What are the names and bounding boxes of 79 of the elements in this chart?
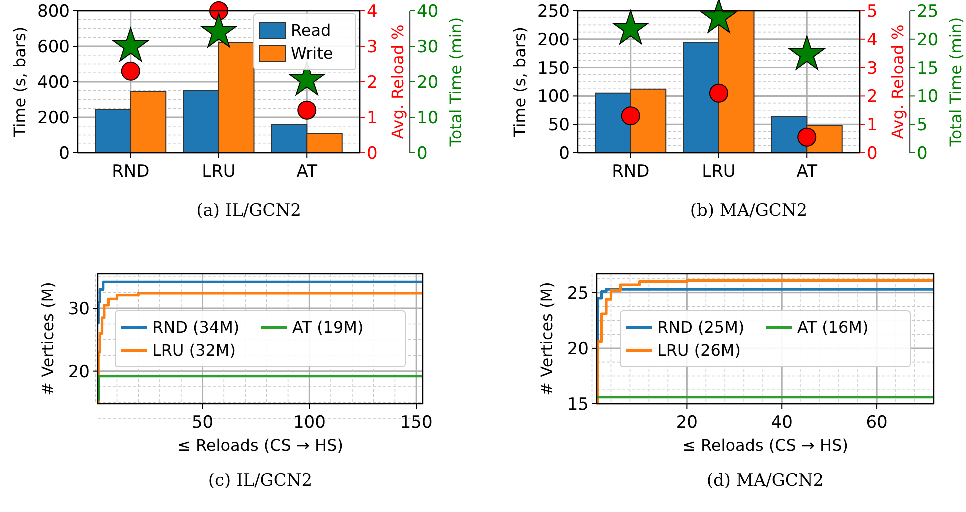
point: [798, 128, 817, 147]
x-tick-label: LRU: [202, 162, 236, 182]
x-tick-label: LRU: [702, 162, 736, 182]
y2-axis-title: Avg. Reload %: [388, 24, 408, 140]
legend-label: LRU (26M): [658, 341, 741, 360]
y3-tick-label: 10: [917, 87, 939, 108]
legend-label: AT (16M): [798, 318, 869, 338]
x-tick-label: 20: [676, 413, 698, 433]
y2-tick-label: 4: [867, 30, 878, 50]
y2-tick-label: 3: [367, 37, 378, 58]
y3-tick-label: 20: [417, 72, 439, 93]
y-axis-title: Time (s, bars): [510, 26, 530, 138]
y2-tick-label: 1: [367, 108, 378, 128]
y3-tick-label: 5: [917, 116, 928, 136]
y3-tick-label: 10: [417, 108, 439, 128]
x-tick-label: 60: [866, 413, 888, 433]
y-tick-label: 600: [38, 37, 70, 58]
y2-tick-label: 0: [867, 144, 878, 164]
y2-tick-label: 4: [367, 2, 378, 22]
y-tick-label: 50: [548, 116, 570, 136]
x-tick-label: RND: [112, 162, 150, 182]
y-axis-title: Time (s, bars): [10, 26, 30, 138]
text: (a) IL/GCN2: [196, 201, 302, 221]
y2-tick-label: 2: [867, 87, 878, 108]
y-tick-label: 25: [567, 284, 589, 304]
y-tick-label: 30: [68, 299, 90, 320]
y3-tick-label: 0: [917, 144, 928, 164]
y3-tick-label: 20: [917, 30, 939, 50]
y-tick-label: 150: [538, 58, 570, 79]
point: [201, 13, 237, 48]
y3-tick-label: 0: [417, 144, 428, 164]
y-axis-title: # Vertices (M): [38, 282, 58, 396]
y-tick-label: 250: [538, 2, 570, 22]
y-tick-label: 800: [38, 2, 70, 22]
x-tick-label: 100: [293, 413, 326, 433]
y-tick-label: 20: [567, 339, 589, 360]
x-tick-label: 50: [192, 413, 214, 433]
y2-axis-title: Avg. Reload %: [888, 24, 908, 140]
point: [621, 106, 640, 126]
y-tick-label: 400: [38, 72, 70, 93]
y-tick-label: 0: [559, 144, 570, 164]
y3-tick-label: 15: [917, 58, 939, 79]
y-tick-label: 0: [59, 144, 70, 164]
legend-label: RND (25M): [658, 318, 745, 338]
point: [121, 62, 140, 81]
y2-tick-label: 1: [867, 116, 878, 136]
y-tick-label: 200: [38, 108, 70, 128]
y3-tick-label: 25: [917, 2, 939, 22]
x-tick-label: 150: [400, 413, 433, 433]
point: [298, 100, 317, 120]
y3-tick-label: 40: [417, 2, 439, 22]
legend-label: Write: [291, 44, 334, 64]
x-tick-label: AT: [796, 162, 818, 182]
text: (b) MA/GCN2: [690, 201, 808, 221]
x-axis-title: ≤ Reloads (CS → HS): [682, 436, 848, 455]
x-tick-label: AT: [296, 162, 318, 182]
legend-label: Read: [291, 21, 332, 40]
y3-tick-label: 30: [417, 37, 439, 58]
y2-tick-label: 2: [367, 72, 378, 93]
y-tick-label: 20: [68, 362, 90, 382]
point: [710, 84, 728, 103]
y-tick-label: 100: [538, 87, 570, 108]
y2-tick-label: 5: [867, 2, 878, 22]
legend-label: AT (19M): [292, 318, 364, 338]
text: (c) IL/GCN2: [208, 471, 313, 491]
x-tick-label: 40: [771, 413, 793, 433]
text: (d) MA/GCN2: [706, 471, 824, 491]
legend-label: LRU (32M): [152, 341, 236, 360]
legend-label: RND (34M): [152, 318, 240, 338]
y3-axis-title: Total Time (min): [946, 17, 966, 148]
y2-tick-label: 3: [867, 58, 878, 79]
y-axis-title: # Vertices (M): [538, 282, 557, 396]
y2-tick-label: 0: [367, 144, 378, 164]
x-tick-label: RND: [612, 162, 650, 182]
point: [112, 28, 149, 62]
y3-axis-title: Total Time (min): [446, 17, 466, 148]
y-tick-label: 15: [567, 394, 589, 415]
y-tick-label: 200: [538, 30, 570, 50]
x-axis-title: ≤ Reloads (CS → HS): [178, 436, 344, 455]
